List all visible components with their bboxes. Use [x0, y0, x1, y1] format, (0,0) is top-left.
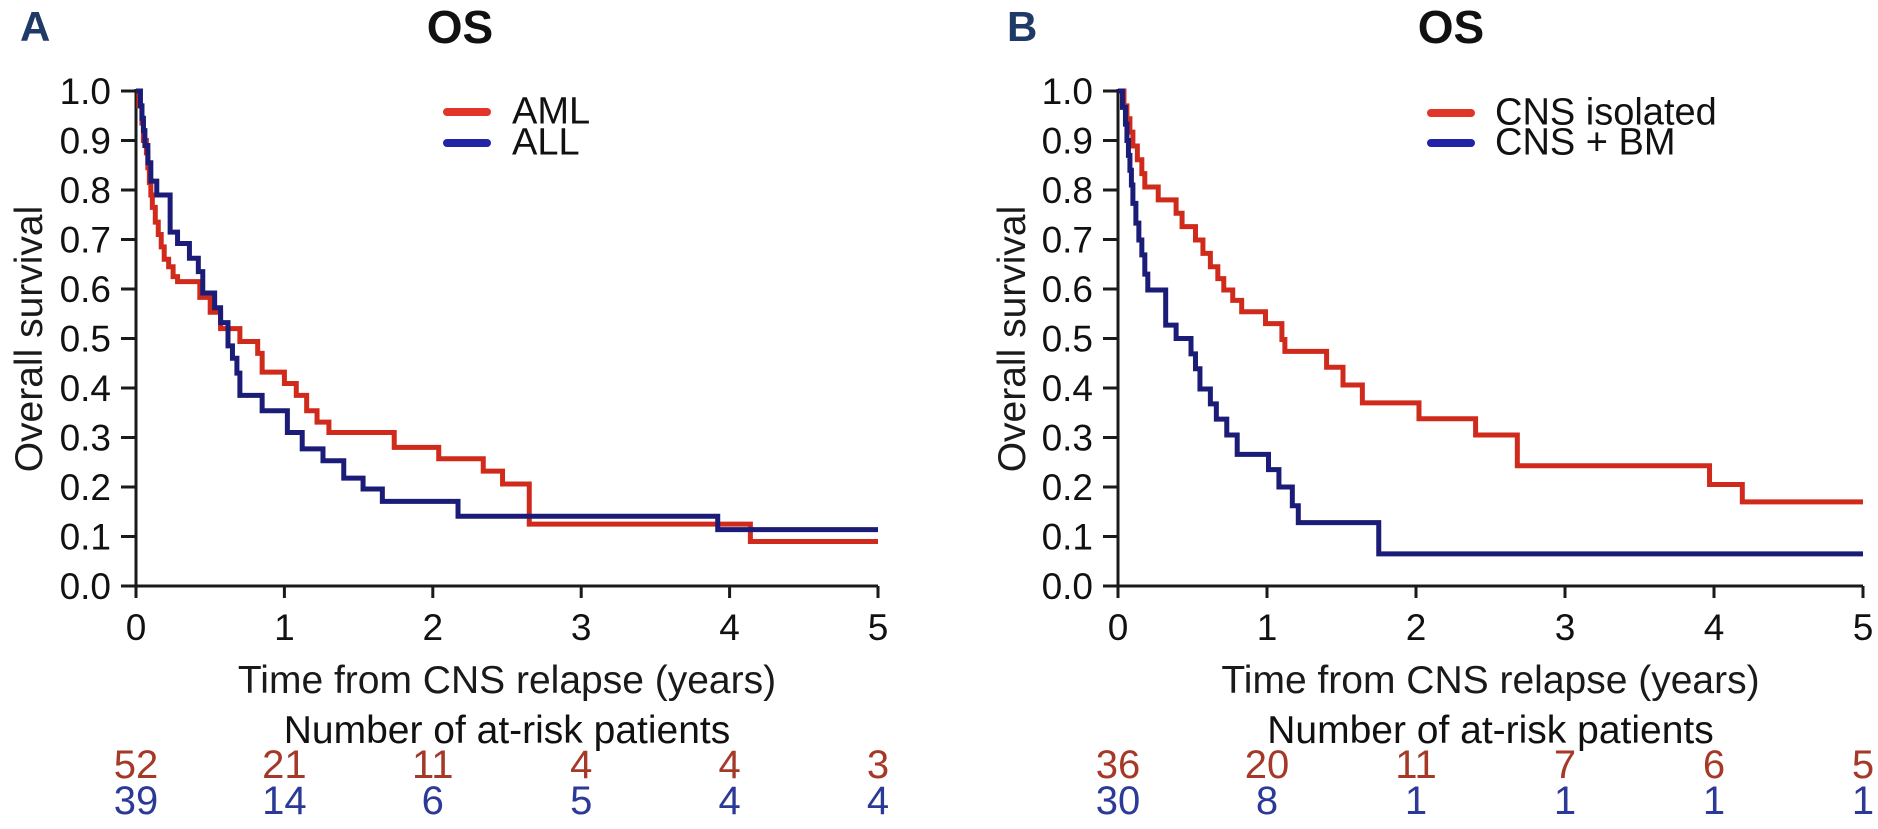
x-tick-label: 1 [274, 607, 295, 648]
y-tick-label: 1.0 [1042, 71, 1093, 112]
x-tick-label: 1 [1257, 607, 1278, 648]
at-risk-count: 52 [114, 743, 159, 787]
legend-label-all: ALL [512, 121, 580, 164]
x-tick-label: 4 [719, 607, 740, 648]
panel-title-a: OS [426, 1, 494, 53]
at-risk-header-a: Number of at-risk patients [283, 709, 731, 752]
y-tick-label: 0.0 [60, 566, 111, 607]
at-risk-count: 20 [1245, 743, 1290, 787]
legend-swatch-all [443, 139, 491, 147]
y-tick-label: 0.7 [1042, 220, 1093, 261]
y-tick-label: 0.7 [60, 220, 111, 261]
at-risk-count: 5 [1852, 743, 1874, 787]
y-tick-label: 0.4 [1042, 368, 1093, 409]
x-tick-label: 2 [423, 607, 444, 648]
panel-letter-a: A [20, 3, 51, 50]
x-axis-label-a: Time from CNS relapse (years) [237, 659, 777, 702]
panel-b: 1.0 0.9 0.8 0.7 0.6 0.5 0.4 0.3 0.2 0.1 0.0 0 1 2 3 4 5 3… [939, 0, 1878, 829]
y-axis-label-b: Overall survival [991, 205, 1034, 472]
at-risk-count: 11 [1395, 743, 1437, 787]
x-tick-label: 4 [1704, 607, 1725, 648]
at-risk-count: 6 [422, 779, 444, 823]
at-risk-count: 36 [1096, 743, 1141, 787]
legend-swatch-cns-bm [1427, 139, 1475, 147]
at-risk-count: 21 [262, 743, 307, 787]
km-plot-b: 1.0 0.9 0.8 0.7 0.6 0.5 0.4 0.3 0.2 0.1 0.0 0 1 2 3 4 5 3… [1042, 71, 1875, 823]
y-tick-label: 0.8 [1042, 170, 1093, 211]
x-tick-label: 2 [1406, 607, 1427, 648]
x-tick-label: 5 [1853, 607, 1874, 648]
legend-swatch-cns-isolated [1427, 109, 1475, 117]
at-risk-count: 3 [867, 743, 889, 787]
y-tick-label: 1.0 [60, 71, 111, 112]
km-curve-all [136, 88, 878, 533]
panel-letter-b: B [1007, 3, 1038, 50]
y-tick-label: 0.0 [1042, 566, 1093, 607]
km-curve-cns-isolated [1118, 88, 1863, 505]
at-risk-count: 1 [1852, 779, 1874, 823]
y-tick-label: 0.1 [1042, 517, 1093, 558]
y-axis-label-a: Overall survival [8, 205, 51, 472]
y-tick-label: 0.4 [60, 368, 111, 409]
at-risk-count: 5 [570, 779, 592, 823]
legend-label-cns-isolated: CNS isolated [1495, 91, 1717, 134]
y-tick-label: 0.2 [60, 467, 111, 508]
at-risk-count: 6 [1703, 743, 1725, 787]
panel-a: 1.0 0.9 0.8 0.7 0.6 0.5 0.4 0.3 0.2 0.1 0.0 0 1 2 3 4 5 5… [8, 1, 890, 823]
at-risk-count: 4 [718, 779, 740, 823]
legend-label-aml: AML [512, 90, 591, 133]
x-tick-label: 5 [868, 607, 889, 648]
y-tick-label: 0.6 [1042, 269, 1093, 310]
km-curve-cns-bm [1118, 88, 1863, 557]
x-tick-label: 0 [126, 607, 147, 648]
at-risk-count: 11 [412, 743, 454, 787]
x-tick-label: 3 [571, 607, 592, 648]
y-tick-label: 0.2 [1042, 467, 1093, 508]
legend-swatch-aml [443, 108, 491, 116]
at-risk-count: 8 [1256, 779, 1278, 823]
at-risk-count: 4 [867, 779, 889, 823]
y-tick-label: 0.3 [1042, 418, 1093, 459]
at-risk-count: 1 [1554, 779, 1576, 823]
legend-label-cns-bm: CNS + BM [1495, 121, 1676, 164]
at-risk-count: 1 [1405, 779, 1427, 823]
at-risk-header-b: Number of at-risk patients [1267, 709, 1714, 752]
panel-title-b: OS [1417, 1, 1485, 53]
y-tick-label: 0.9 [1042, 121, 1093, 162]
y-tick-label: 0.1 [60, 517, 111, 558]
at-risk-count: 39 [114, 779, 159, 823]
y-tick-label: 0.8 [60, 170, 111, 211]
x-tick-label: 3 [1555, 607, 1576, 648]
x-axis-label-b: Time from CNS relapse (years) [1221, 659, 1760, 702]
at-risk-count: 30 [1096, 779, 1141, 823]
at-risk-count: 4 [570, 743, 592, 787]
at-risk-count: 4 [718, 743, 740, 787]
y-tick-label: 0.5 [60, 319, 111, 360]
at-risk-count: 14 [262, 779, 307, 823]
y-tick-label: 0.5 [1042, 319, 1093, 360]
at-risk-count: 1 [1703, 779, 1725, 823]
at-risk-count: 7 [1554, 743, 1576, 787]
y-tick-label: 0.9 [60, 121, 111, 162]
y-tick-label: 0.6 [60, 269, 111, 310]
km-curve-aml [136, 88, 878, 544]
x-tick-label: 0 [1108, 607, 1129, 648]
y-tick-label: 0.3 [60, 418, 111, 459]
km-plot-a: 1.00.90.80.70.60.50.40.30.20.10.00 1 2 3 4 55… [60, 71, 890, 823]
